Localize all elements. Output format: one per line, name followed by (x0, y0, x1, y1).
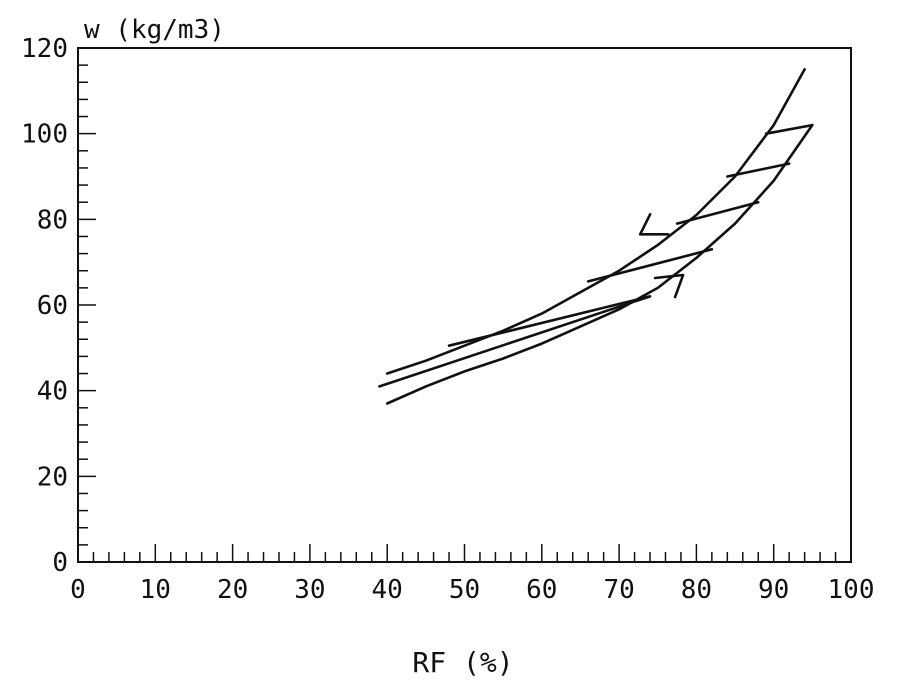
y-tick-labels: 0 20 40 60 80 100 120 (21, 34, 68, 578)
x-tick-labels: 0 10 20 30 40 50 60 70 80 90 100 (70, 575, 874, 605)
y-axis-label: w (kg/m3) (84, 15, 225, 45)
lower-curve (385, 123, 814, 405)
y-ticks (78, 47, 96, 563)
y-tick-label: 120 (21, 34, 68, 64)
scanning-line (447, 295, 652, 348)
x-tick-label: 50 (449, 575, 480, 605)
x-tick-label: 80 (681, 575, 712, 605)
y-tick-label: 80 (37, 205, 68, 235)
x-axis-label: RF (%) (412, 646, 513, 679)
upper-curve (385, 68, 806, 375)
x-tick-label: 100 (828, 575, 875, 605)
y-tick-label: 40 (37, 377, 68, 407)
scanning-line (675, 200, 760, 225)
y-tick-label: 20 (37, 462, 68, 492)
x-tick-label: 60 (526, 575, 557, 605)
scanning-line (764, 123, 814, 135)
scanning-line (725, 162, 791, 178)
x-tick-label: 90 (758, 575, 789, 605)
arrow-layer (638, 213, 685, 299)
x-tick-label: 10 (140, 575, 171, 605)
arrow-head-up-right (653, 273, 685, 299)
plot-frame (77, 47, 852, 563)
x-ticks (77, 544, 852, 562)
x-tick-label: 30 (294, 575, 325, 605)
scanning-line (378, 295, 652, 388)
arrow-head-down-left (638, 213, 670, 236)
y-tick-label: 100 (21, 120, 68, 150)
x-tick-label: 40 (372, 575, 403, 605)
series-layer (378, 68, 814, 405)
y-tick-label: 60 (37, 291, 68, 321)
y-tick-label: 0 (52, 548, 68, 578)
scanning-line (586, 248, 714, 283)
x-tick-label: 0 (70, 575, 86, 605)
x-tick-label: 20 (217, 575, 248, 605)
x-tick-label: 70 (603, 575, 634, 605)
